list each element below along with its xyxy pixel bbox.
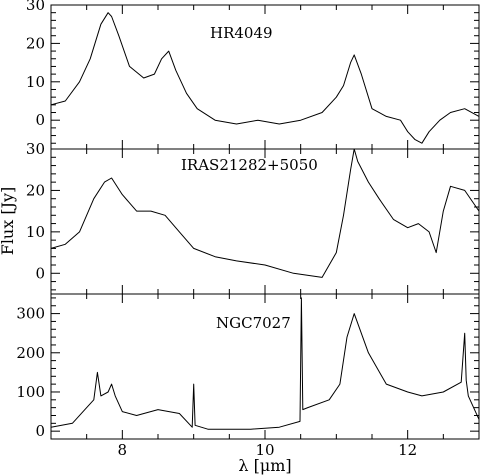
panel-2: 0 100 200 300 NGC7027 [16, 293, 480, 440]
x-axis-label: λ [μm] [238, 456, 291, 475]
panel-1: 0 10 20 30 IRAS21282+5050 [26, 140, 480, 295]
y-tick-label: 20 [26, 181, 45, 199]
y-tick-label: 30 [26, 0, 45, 14]
y-tick-label: 0 [35, 422, 45, 440]
panel-object-label: IRAS21282+5050 [181, 156, 318, 174]
x-tick-label: 8 [118, 441, 128, 459]
y-axis-label: Flux [Jy] [0, 187, 17, 256]
x-tick-label: 10 [255, 441, 274, 459]
y-tick-label: 0 [35, 111, 45, 129]
y-tick-label: 10 [26, 73, 45, 91]
y-tick-label: 20 [26, 34, 45, 52]
y-tick-label: 200 [16, 344, 45, 362]
x-tick-labels: 8 10 12 [118, 441, 418, 459]
panel-0: 0 10 20 30 HR4049 [26, 0, 480, 150]
y-tick-label: 10 [26, 223, 45, 241]
panel-object-label: NGC7027 [216, 314, 291, 332]
spectrum-line [50, 148, 480, 278]
spectrum-line [50, 297, 480, 430]
chart-panels: 0 10 20 30 HR4049 0 10 20 30 IRAS21282+5050 0 100 20… [16, 0, 480, 459]
y-tick-label: 30 [26, 140, 45, 158]
y-tick-label: 300 [16, 305, 45, 323]
x-tick-label: 12 [398, 441, 417, 459]
spectrum-line [50, 12, 480, 144]
y-tick-label: 100 [16, 383, 45, 401]
y-tick-label: 0 [35, 264, 45, 282]
panel-object-label: HR4049 [210, 24, 273, 42]
